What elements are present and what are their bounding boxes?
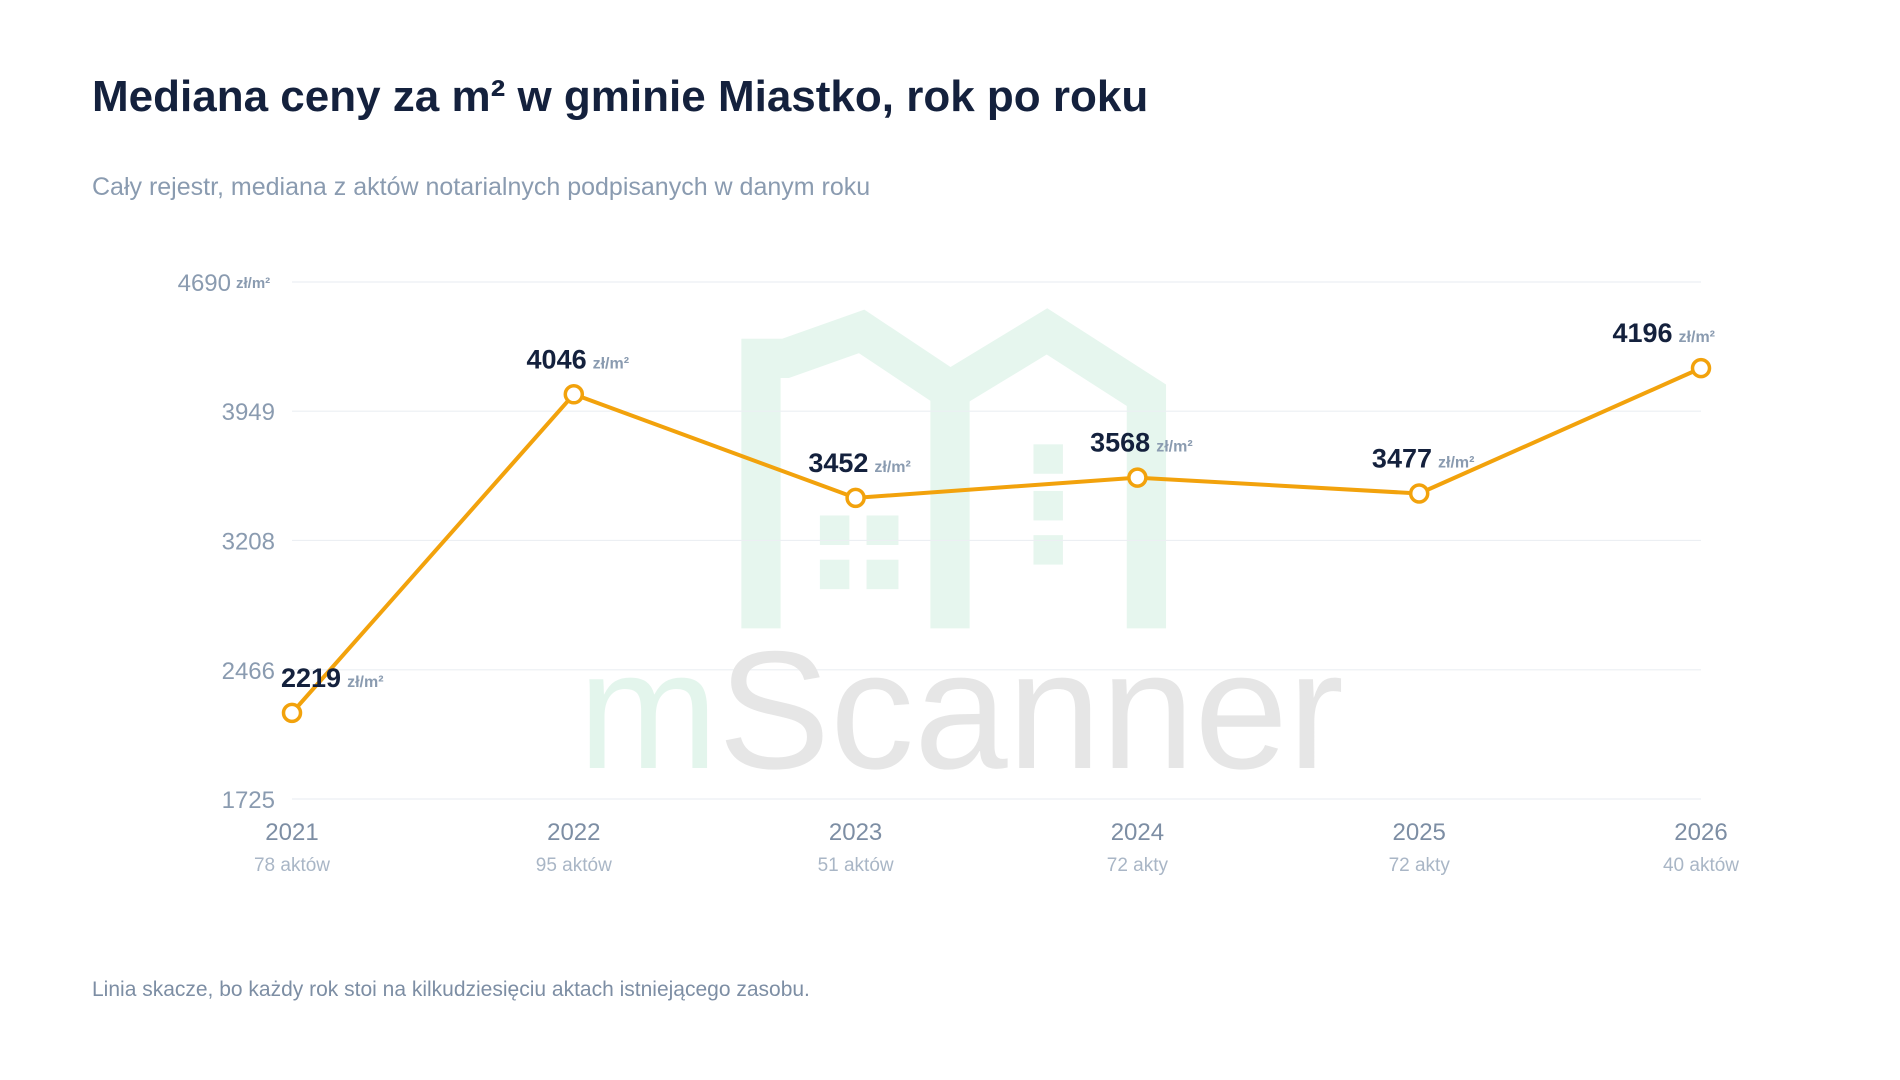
data-label-value: 3452 [808, 448, 868, 478]
x-tick-sublabel: 51 aktów [818, 855, 894, 876]
y-tick-label: 1725 [222, 787, 275, 814]
y-tick-unit: zł/m² [236, 275, 270, 292]
data-label-unit: zł/m² [347, 674, 383, 691]
data-label: 4196 zł/m² [1612, 318, 1715, 348]
data-label: 3568 zł/m² [1090, 428, 1193, 458]
chart-title: Mediana ceny za m² w gminie Miastko, rok… [92, 72, 1148, 121]
data-label-value: 3477 [1372, 444, 1432, 474]
data-point [845, 487, 866, 509]
data-label-value: 3568 [1090, 428, 1150, 458]
x-tick-label: 2023 [829, 819, 882, 846]
x-tick-sublabel: 95 aktów [536, 855, 612, 876]
x-tick-label: 2021 [265, 819, 318, 846]
watermark: mScanner [578, 616, 1344, 804]
y-tick-label: 4690 [178, 270, 231, 297]
chart-subtitle: Cały rejestr, mediana z aktów notarialny… [92, 173, 870, 201]
data-label-unit: zł/m² [593, 355, 629, 372]
data-point [1690, 357, 1712, 379]
x-tick-label: 2026 [1674, 819, 1727, 846]
y-tick-label: 2466 [222, 658, 275, 685]
x-tick-label: 2024 [1111, 819, 1164, 846]
watermark-logo [741, 308, 1167, 629]
data-label-unit: zł/m² [1679, 329, 1715, 346]
x-tick-sublabel: 72 akty [1389, 855, 1451, 876]
data-label-unit: zł/m² [1438, 455, 1474, 472]
x-tick-sublabel: 78 aktów [254, 855, 330, 876]
data-label-value: 4196 [1612, 318, 1672, 348]
data-label: 4046 zł/m² [527, 344, 630, 374]
data-point [281, 702, 303, 724]
y-tick-label: 3208 [222, 528, 275, 555]
data-label-unit: zł/m² [1156, 439, 1192, 456]
data-label: 3477 zł/m² [1372, 444, 1475, 474]
data-point [1408, 483, 1430, 504]
data-label-value: 4046 [527, 344, 587, 374]
y-tick-label: 3949 [222, 399, 275, 426]
data-point [1127, 467, 1148, 488]
data-label-value: 2219 [281, 663, 341, 693]
data-label: 3452 zł/m² [808, 448, 911, 478]
x-tick-label: 2022 [547, 819, 600, 846]
footnote: Linia skacze, bo każdy rok stoi na kilku… [92, 978, 810, 1001]
data-label: 2219 zł/m² [281, 663, 384, 693]
data-label-unit: zł/m² [874, 459, 910, 476]
series-line [290, 366, 1702, 715]
x-tick-sublabel: 72 akty [1107, 855, 1169, 876]
data-point [563, 384, 585, 405]
x-tick-label: 2025 [1393, 819, 1446, 846]
x-tick-sublabel: 40 aktów [1663, 855, 1739, 876]
